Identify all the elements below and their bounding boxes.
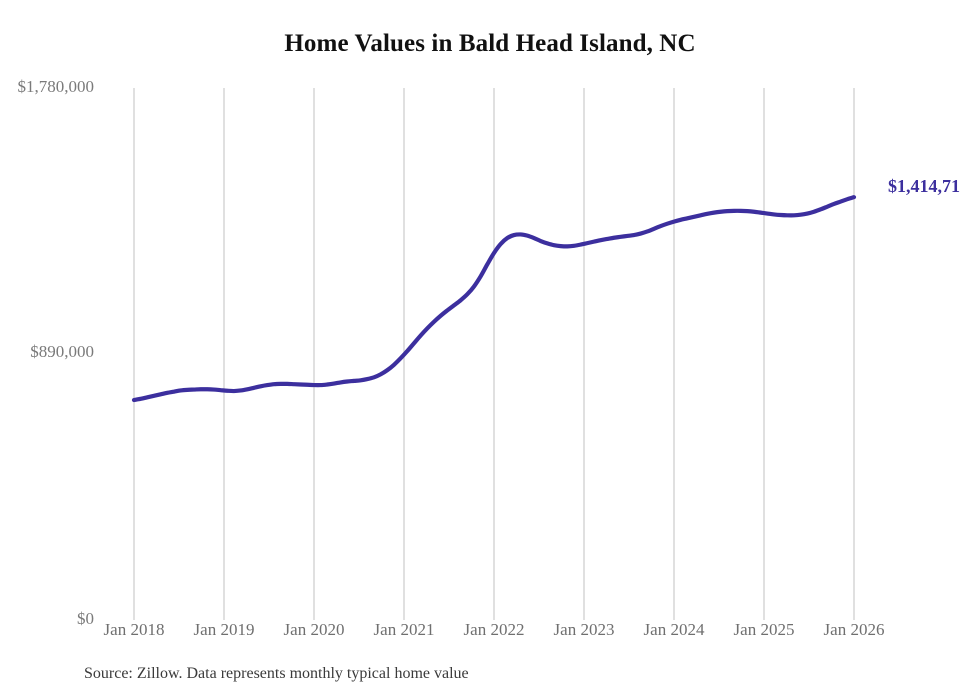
end-value-annotation: $1,414,71: [888, 176, 960, 196]
y-tick-label: $0: [77, 609, 94, 628]
x-tick-label: Jan 2026: [823, 620, 885, 639]
series-lines: [131, 195, 857, 403]
chart-title: Home Values in Bald Head Island, NC: [284, 30, 696, 57]
x-tick-label: Jan 2023: [553, 620, 615, 639]
x-tick-label: Jan 2021: [373, 620, 435, 639]
gridlines: [133, 88, 855, 620]
x-tick-label: Jan 2020: [283, 620, 345, 639]
x-tick-label: Jan 2025: [733, 620, 795, 639]
x-tick-label: Jan 2019: [193, 620, 255, 639]
x-tick-label: Jan 2018: [103, 620, 165, 639]
source-note: Source: Zillow. Data represents monthly …: [84, 665, 469, 682]
y-tick-label: $890,000: [30, 342, 94, 361]
y-tick-label: $1,780,000: [17, 77, 95, 96]
x-tick-label: Jan 2022: [463, 620, 525, 639]
series-line: [131, 195, 857, 403]
x-tick-label: Jan 2024: [643, 620, 705, 639]
